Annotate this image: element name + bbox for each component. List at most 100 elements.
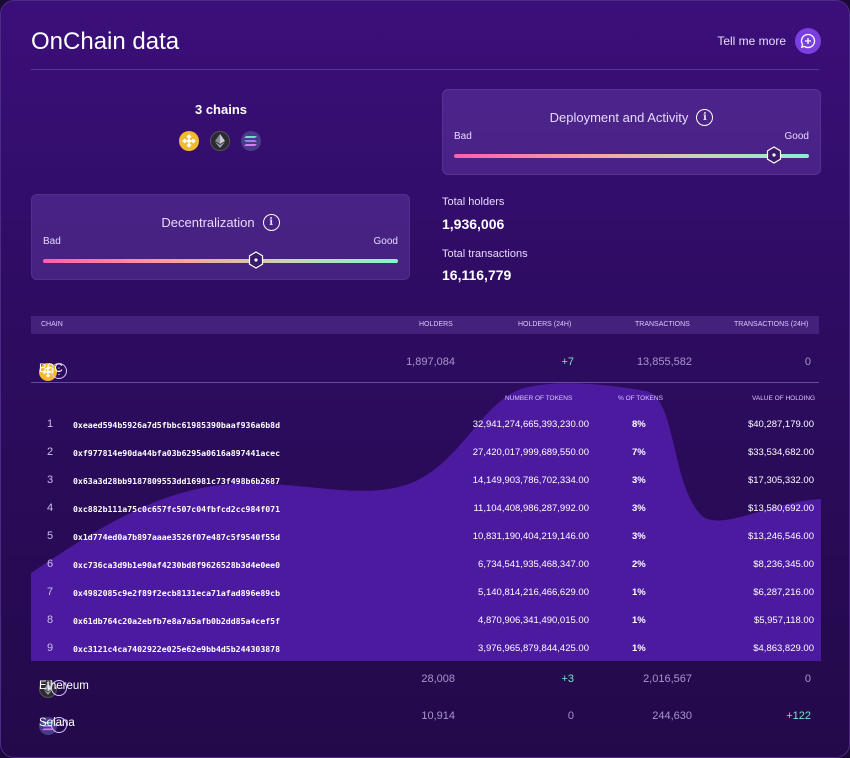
holder-token-count: 10,831,190,404,219,146.00 bbox=[472, 531, 589, 542]
chain-row-solana[interactable]: Solana ⋯ 10,914 0 244,630 +122 bbox=[31, 700, 819, 735]
transactions-24h-cell: +122 bbox=[786, 710, 811, 722]
decentralization-bad-label: Bad bbox=[43, 236, 61, 247]
decentralization-panel: Decentralization i Bad Good bbox=[31, 194, 410, 280]
info-icon[interactable]: i bbox=[696, 109, 714, 126]
col-holders: HOLDERS bbox=[419, 321, 453, 328]
holder-rank: 4 bbox=[47, 502, 54, 514]
holder-token-percent: 3% bbox=[632, 503, 646, 514]
holder-token-percent: 1% bbox=[632, 615, 646, 626]
chains-table-header: CHAIN HOLDERS HOLDERS (24H) TRANSACTIONS… bbox=[31, 316, 819, 334]
holder-value: $17,305,332.00 bbox=[747, 475, 814, 486]
holder-value: $13,246,546.00 bbox=[747, 531, 814, 542]
col-transactions-24h: TRANSACTIONS (24H) bbox=[734, 321, 809, 328]
chat-plus-icon[interactable] bbox=[795, 28, 821, 54]
decentralization-good-label: Good bbox=[373, 236, 398, 247]
holder-address[interactable]: 0xc736ca3d9b1e90af4230bd8f9626528b3d4e0e… bbox=[73, 560, 281, 570]
holder-rank: 3 bbox=[47, 474, 54, 486]
holder-row[interactable]: 2 0xf977814e90da44bfa03b6295a0616a897441a… bbox=[31, 439, 821, 467]
holder-value: $8,236,345.00 bbox=[753, 559, 814, 570]
deployment-panel: Deployment and Activity i Bad Good bbox=[442, 89, 821, 175]
header-divider bbox=[31, 69, 819, 70]
more-icon[interactable]: ⋮ bbox=[51, 363, 67, 379]
holder-address[interactable]: 0xc882b111a75c0c657fc507c04fbfcd2cc984f0… bbox=[73, 504, 281, 514]
holder-token-count: 14,149,903,786,702,334.00 bbox=[472, 475, 589, 486]
col-number-of-tokens: NUMBER OF TOKENS bbox=[505, 395, 573, 402]
deployment-good-label: Good bbox=[784, 131, 809, 142]
background-area-shape bbox=[31, 383, 821, 661]
holder-row[interactable]: 8 0x61db764c20a2ebfb7e8a7a5afb0b2dd85a4ce… bbox=[31, 607, 821, 635]
holder-value: $4,863,829.00 bbox=[753, 643, 814, 654]
solana-icon bbox=[241, 131, 261, 151]
row-divider bbox=[31, 382, 819, 383]
holder-row[interactable]: 7 0x4982085c9e2f89f2ecb8131eca71afad896e8… bbox=[31, 579, 821, 607]
holder-token-count: 3,976,965,879,844,425.00 bbox=[478, 643, 589, 654]
holders-24h-cell: +3 bbox=[561, 673, 574, 685]
ethereum-icon bbox=[210, 131, 230, 151]
holder-address[interactable]: 0x61db764c20a2ebfb7e8a7a5afb0b2dd85a4cef… bbox=[73, 616, 281, 626]
transactions-cell: 2,016,567 bbox=[643, 673, 692, 685]
info-icon[interactable]: i bbox=[262, 214, 280, 231]
decentralization-title: Decentralization i bbox=[32, 214, 409, 231]
holder-row[interactable]: 1 0xeaed594b5926a7d5fbbc61985390baaf936a6… bbox=[31, 411, 821, 439]
holder-address[interactable]: 0xeaed594b5926a7d5fbbc61985390baaf936a6b… bbox=[73, 420, 281, 430]
holder-token-percent: 7% bbox=[632, 447, 646, 458]
holders-cell: 10,914 bbox=[421, 710, 455, 722]
holder-row[interactable]: 9 0xc3121c4ca7402922e025e62e9bb4d5b244303… bbox=[31, 635, 821, 663]
holder-token-count: 6,734,541,935,468,347.00 bbox=[478, 559, 589, 570]
holder-value: $33,534,682.00 bbox=[747, 447, 814, 458]
total-holders-label: Total holders bbox=[442, 196, 505, 208]
more-icon[interactable]: ⋯ bbox=[51, 680, 67, 696]
holder-token-percent: 3% bbox=[632, 531, 646, 542]
holders-24h-cell: 0 bbox=[567, 710, 574, 722]
chains-count: 3 chains bbox=[194, 102, 248, 117]
total-transactions-label: Total transactions bbox=[442, 248, 528, 260]
holder-row[interactable]: 3 0x63a3d28bb9187809553dd16981c73f498b6b2… bbox=[31, 467, 821, 495]
deployment-title: Deployment and Activity i bbox=[443, 109, 820, 126]
col-holders-24h: HOLDERS (24H) bbox=[518, 321, 572, 328]
holder-rank: 1 bbox=[47, 418, 54, 430]
total-transactions-value: 16,116,779 bbox=[442, 267, 512, 283]
holder-rank: 8 bbox=[47, 614, 54, 626]
holder-address[interactable]: 0x4982085c9e2f89f2ecb8131eca71afad896e89… bbox=[73, 588, 281, 598]
page-title: OnChain data bbox=[31, 28, 180, 55]
col-percent-of-tokens: % OF TOKENS bbox=[618, 395, 663, 402]
holder-token-percent: 3% bbox=[632, 475, 646, 486]
deployment-gauge bbox=[454, 146, 809, 164]
tell-me-more-label: Tell me more bbox=[717, 34, 786, 48]
holder-token-percent: 1% bbox=[632, 643, 646, 654]
holder-token-count: 11,104,408,986,287,992.00 bbox=[473, 503, 589, 514]
tell-me-more-button[interactable]: Tell me more bbox=[717, 28, 821, 54]
holder-token-percent: 2% bbox=[632, 559, 646, 570]
holder-rank: 7 bbox=[47, 586, 54, 598]
holder-address[interactable]: 0xf977814e90da44bfa03b6295a0616a897441ac… bbox=[73, 448, 281, 458]
holder-value: $5,957,118.00 bbox=[753, 615, 814, 626]
col-value-of-holding: VALUE OF HOLDING bbox=[752, 395, 816, 402]
deployment-title-text: Deployment and Activity bbox=[549, 110, 689, 125]
holder-token-percent: 8% bbox=[632, 419, 646, 430]
holder-rank: 5 bbox=[47, 530, 54, 542]
holder-value: $40,287,179.00 bbox=[747, 419, 814, 430]
holder-value: $13,580,692.00 bbox=[747, 503, 814, 514]
holder-row[interactable]: 5 0x1d774ed0a7b897aaae3526f07e487c5f9540f… bbox=[31, 523, 821, 551]
holder-token-percent: 1% bbox=[632, 587, 646, 598]
chain-row-bsc[interactable]: BSC ⋮ 1,897,084 +7 13,855,582 0 bbox=[31, 346, 819, 381]
holder-rank: 9 bbox=[47, 642, 54, 654]
chain-row-ethereum[interactable]: Ethereum ⋯ 28,008 +3 2,016,567 0 bbox=[31, 663, 819, 698]
holders-24h-cell: +7 bbox=[561, 356, 574, 368]
holder-token-count: 27,420,017,999,689,550.00 bbox=[472, 447, 589, 458]
holder-row[interactable]: 4 0xc882b111a75c0c657fc507c04fbfcd2cc984f… bbox=[31, 495, 821, 523]
holder-rank: 6 bbox=[47, 558, 54, 570]
holders-cell: 28,008 bbox=[421, 673, 455, 685]
holder-row[interactable]: 6 0xc736ca3d9b1e90af4230bd8f9626528b3d4e0… bbox=[31, 551, 821, 579]
transactions-cell: 13,855,582 bbox=[636, 356, 692, 368]
holder-address[interactable]: 0x63a3d28bb9187809553dd16981c73f498b6b26… bbox=[73, 476, 281, 486]
holder-address[interactable]: 0x1d774ed0a7b897aaae3526f07e487c5f9540f5… bbox=[73, 532, 281, 542]
decentralization-title-text: Decentralization bbox=[161, 215, 255, 230]
holder-address[interactable]: 0xc3121c4ca7402922e025e62e9bb4d5b2443038… bbox=[73, 644, 281, 654]
col-chain: CHAIN bbox=[41, 321, 63, 328]
transactions-24h-cell: 0 bbox=[804, 673, 811, 685]
more-icon[interactable]: ⋯ bbox=[51, 717, 67, 733]
decentralization-gauge bbox=[43, 251, 398, 269]
holder-rank: 2 bbox=[47, 446, 54, 458]
